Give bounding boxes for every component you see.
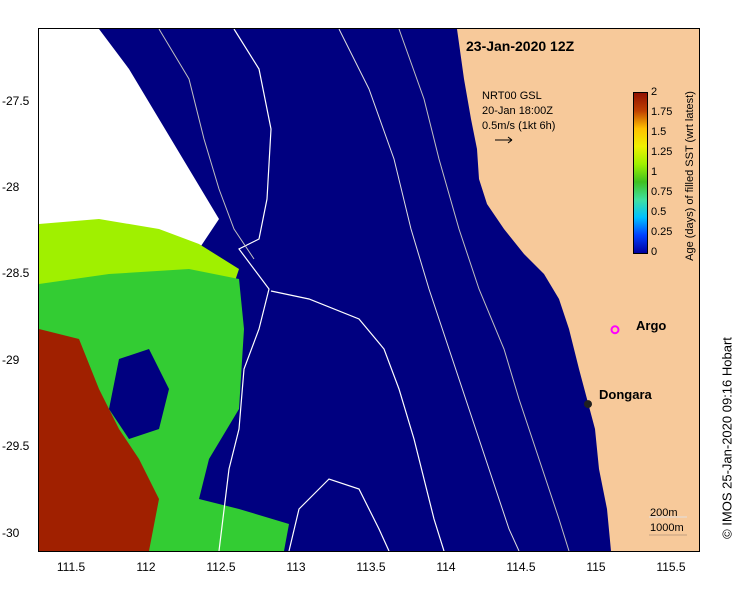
depth-contour-inner-shelf bbox=[398, 29, 570, 551]
colorbar-tick-label: 0 bbox=[651, 246, 658, 258]
x-tick-label: 112.5 bbox=[206, 560, 236, 574]
colorbar-tick-label: 0.25 bbox=[651, 226, 673, 238]
sst-age-map bbox=[39, 29, 699, 551]
dongara-label: Dongara bbox=[599, 387, 652, 402]
depth-legend-1000m: 1000m bbox=[650, 522, 684, 534]
x-tick-label: 115 bbox=[586, 560, 606, 574]
sst-brown-region bbox=[39, 329, 159, 551]
y-tick-label: -30 bbox=[2, 525, 20, 540]
y-tick-label: -28.5 bbox=[2, 266, 30, 281]
colorbar bbox=[633, 92, 648, 254]
depth-contour-1000m-east bbox=[270, 290, 445, 551]
sst-blue-intrusion bbox=[109, 349, 169, 439]
colorbar-tick-label: 0.75 bbox=[651, 186, 673, 198]
depth-legend-200m: 200m bbox=[650, 507, 678, 519]
current-vector-legend: NRT00 GSL 20-Jan 18:00Z 0.5m/s (1kt 6h) bbox=[482, 89, 555, 134]
x-tick-label: 115.5 bbox=[656, 560, 686, 574]
x-tick-label: 112 bbox=[136, 560, 156, 574]
y-tick-label: -29.5 bbox=[2, 439, 30, 454]
x-tick-label: 114 bbox=[436, 560, 456, 574]
colorbar-tick-label: 0.5 bbox=[651, 206, 667, 218]
depth-contour-1000m-south bbox=[288, 478, 390, 551]
vector-scale-arrowhead bbox=[507, 136, 513, 144]
vector-source-label: NRT00 GSL bbox=[482, 90, 542, 102]
argo-float-marker bbox=[610, 325, 620, 335]
colorbar-label: Age (days) of filled SST (wrt latest) bbox=[684, 91, 696, 261]
y-tick-label: -29 bbox=[2, 352, 20, 367]
x-tick-label: 113 bbox=[286, 560, 306, 574]
x-tick-label: 113.5 bbox=[356, 560, 386, 574]
colorbar-tick-label: 1.5 bbox=[651, 126, 667, 138]
x-tick-label: 111.5 bbox=[56, 560, 86, 574]
cloud-region bbox=[39, 29, 219, 249]
y-tick-label: -28 bbox=[2, 180, 20, 195]
map-panel[interactable] bbox=[38, 28, 700, 552]
depth-contour-200m bbox=[338, 29, 520, 551]
imos-credit: © IMOS 25-Jan-2020 09:16 Hobart bbox=[719, 337, 735, 539]
dongara-town-marker bbox=[584, 400, 592, 409]
colorbar-tick-label: 1.75 bbox=[651, 106, 673, 118]
colorbar-tick-label: 1 bbox=[651, 166, 658, 178]
depth-contour-outer bbox=[158, 29, 255, 260]
argo-label: Argo bbox=[636, 318, 667, 333]
colorbar-tick-label: 1.25 bbox=[651, 146, 673, 158]
vector-time-label: 20-Jan 18:00Z bbox=[482, 105, 553, 117]
vector-scale-label: 0.5m/s (1kt 6h) bbox=[482, 120, 556, 132]
colorbar-tick-label: 2 bbox=[651, 86, 658, 98]
depth-legend: 200m 1000m bbox=[650, 506, 684, 536]
depth-contour-1000m bbox=[218, 29, 272, 551]
x-tick-label: 114.5 bbox=[506, 560, 536, 574]
map-title: 23-Jan-2020 12Z bbox=[466, 38, 575, 54]
y-tick-label: -27.5 bbox=[2, 93, 30, 108]
